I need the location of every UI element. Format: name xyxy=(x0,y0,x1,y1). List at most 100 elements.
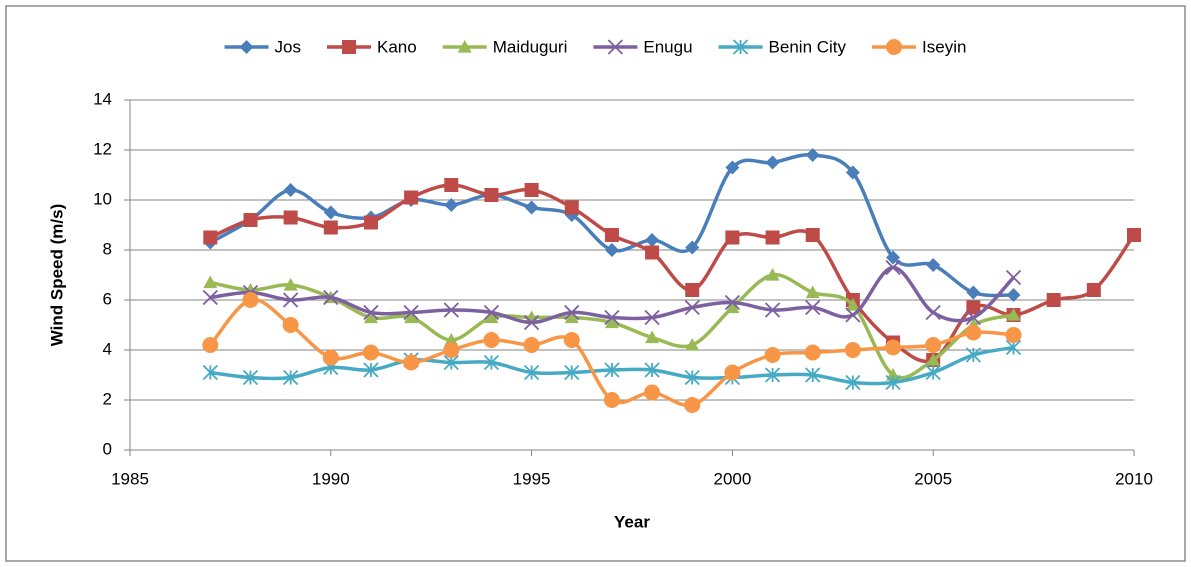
marker xyxy=(363,362,379,378)
marker xyxy=(966,300,981,315)
marker xyxy=(283,278,298,291)
marker xyxy=(524,183,539,197)
marker xyxy=(805,367,821,383)
chart-frame xyxy=(5,5,1186,562)
marker xyxy=(684,397,701,413)
marker xyxy=(202,337,219,353)
y-tick-label: 8 xyxy=(103,239,112,258)
marker xyxy=(885,374,901,391)
marker xyxy=(965,324,982,341)
marker xyxy=(765,155,780,170)
marker xyxy=(283,369,299,386)
marker xyxy=(684,369,700,386)
marker xyxy=(323,205,338,220)
marker xyxy=(564,200,579,215)
marker xyxy=(764,302,781,318)
x-tick-label: 1985 xyxy=(111,469,149,488)
marker xyxy=(765,230,780,245)
marker xyxy=(886,250,901,265)
marker xyxy=(645,233,660,247)
marker xyxy=(1005,327,1022,343)
x-tick-label: 1990 xyxy=(312,469,350,488)
marker xyxy=(323,289,339,306)
legend: Jos Kano Maiduguri Enugu Benin City Iseyin xyxy=(224,37,966,56)
marker xyxy=(925,364,941,381)
marker xyxy=(925,337,942,353)
marker xyxy=(403,354,420,371)
marker xyxy=(765,268,780,281)
marker xyxy=(764,347,781,363)
marker xyxy=(604,315,619,329)
marker xyxy=(645,330,660,344)
marker xyxy=(603,392,620,408)
x-axis-title: Year xyxy=(614,512,650,531)
marker xyxy=(725,160,740,175)
marker xyxy=(764,367,781,383)
marker xyxy=(684,299,700,316)
marker xyxy=(1086,283,1101,297)
marker xyxy=(483,354,500,371)
marker xyxy=(484,310,499,324)
marker xyxy=(604,243,619,257)
y-tick-label: 0 xyxy=(103,439,112,458)
marker xyxy=(444,198,459,212)
marker xyxy=(523,314,540,331)
marker xyxy=(283,292,299,308)
x-tick-label: 2010 xyxy=(1115,469,1153,488)
marker xyxy=(644,309,660,326)
marker xyxy=(844,342,861,358)
marker xyxy=(443,342,460,358)
legend-label: Maiduguri xyxy=(493,37,568,56)
marker xyxy=(886,39,903,55)
marker xyxy=(725,230,740,245)
marker xyxy=(483,332,500,348)
y-tick-label: 10 xyxy=(93,189,112,208)
x-tick-label: 2005 xyxy=(914,469,952,488)
marker xyxy=(283,210,298,225)
marker xyxy=(886,368,901,381)
legend-label: Iseyin xyxy=(922,37,966,56)
marker xyxy=(524,200,539,215)
marker xyxy=(685,283,700,297)
marker xyxy=(242,292,259,308)
marker xyxy=(804,344,821,361)
marker xyxy=(363,304,379,321)
marker xyxy=(604,228,619,242)
marker xyxy=(604,362,620,378)
marker xyxy=(845,374,861,391)
marker xyxy=(363,310,378,324)
y-tick-label: 6 xyxy=(103,289,112,308)
marker xyxy=(363,215,378,230)
marker xyxy=(282,317,299,333)
marker xyxy=(404,190,419,205)
marker xyxy=(443,302,459,318)
marker xyxy=(403,304,419,321)
marker xyxy=(965,347,981,363)
marker xyxy=(564,304,580,321)
marker xyxy=(1046,293,1061,307)
marker xyxy=(342,40,357,54)
marker xyxy=(885,339,902,356)
marker xyxy=(203,275,218,289)
marker xyxy=(523,337,540,353)
marker xyxy=(564,310,579,324)
marker xyxy=(203,230,218,245)
y-tick-label: 14 xyxy=(93,89,112,108)
marker xyxy=(724,364,741,381)
marker xyxy=(523,364,540,381)
marker xyxy=(926,258,941,272)
marker xyxy=(685,338,700,351)
marker xyxy=(805,299,821,316)
marker xyxy=(805,228,820,242)
marker xyxy=(845,298,860,311)
marker xyxy=(242,369,259,386)
marker xyxy=(1127,228,1141,242)
marker xyxy=(563,332,580,348)
marker xyxy=(322,349,339,366)
y-tick-label: 2 xyxy=(103,389,112,408)
y-tick-label: 12 xyxy=(93,139,112,158)
marker xyxy=(644,362,660,378)
marker xyxy=(926,353,941,366)
marker xyxy=(732,39,749,55)
marker xyxy=(1006,288,1021,302)
